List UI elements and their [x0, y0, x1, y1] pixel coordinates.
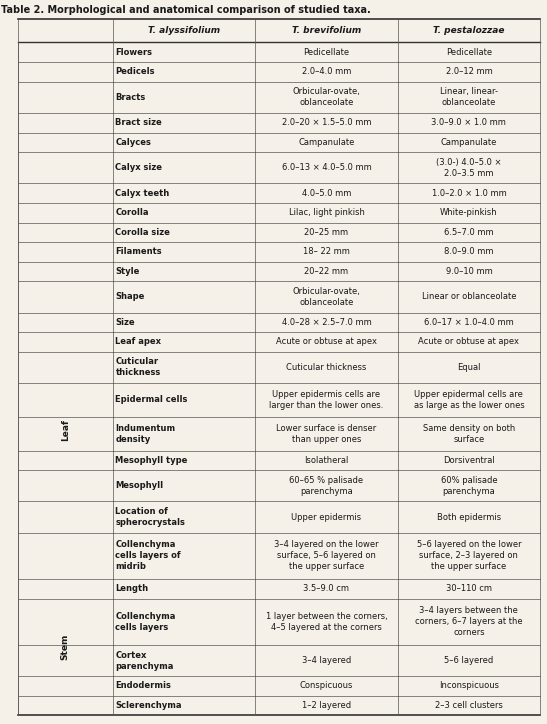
Text: Pedicellate: Pedicellate	[304, 48, 350, 56]
Text: Stem: Stem	[61, 634, 69, 660]
Text: 2.0–20 × 1.5–5.0 mm: 2.0–20 × 1.5–5.0 mm	[282, 118, 371, 127]
Text: 9.0–10 mm: 9.0–10 mm	[446, 267, 492, 276]
Text: 2.0–4.0 mm: 2.0–4.0 mm	[302, 67, 351, 77]
Text: Calyx size: Calyx size	[115, 163, 162, 172]
Text: Conspicuous: Conspicuous	[300, 681, 353, 691]
Text: Corolla: Corolla	[115, 209, 149, 217]
Text: White-pinkish: White-pinkish	[440, 209, 498, 217]
Text: Lilac, light pinkish: Lilac, light pinkish	[288, 209, 364, 217]
Text: Acute or obtuse at apex: Acute or obtuse at apex	[276, 337, 377, 347]
Text: 8.0–9.0 mm: 8.0–9.0 mm	[444, 248, 494, 256]
Text: 60–65 % palisade
parenchyma: 60–65 % palisade parenchyma	[289, 476, 364, 496]
Text: Epidermal cells: Epidermal cells	[115, 395, 188, 405]
Text: Same density on both
surface: Same density on both surface	[423, 424, 515, 444]
Text: Sclerenchyma: Sclerenchyma	[115, 701, 182, 710]
Text: Endodermis: Endodermis	[115, 681, 171, 691]
Text: (3.0-) 4.0–5.0 ×
2.0–3.5 mm: (3.0-) 4.0–5.0 × 2.0–3.5 mm	[436, 158, 502, 178]
Text: 5–6 layered on the lower
surface, 2–3 layered on
the upper surface: 5–6 layered on the lower surface, 2–3 la…	[417, 540, 521, 571]
Text: 6.0–13 × 4.0–5.0 mm: 6.0–13 × 4.0–5.0 mm	[282, 163, 371, 172]
Text: Collenchyma
cells layers of
midrib: Collenchyma cells layers of midrib	[115, 540, 181, 571]
Text: Style: Style	[115, 267, 140, 276]
Text: Calyces: Calyces	[115, 138, 152, 147]
Text: 4.0–28 × 2.5–7.0 mm: 4.0–28 × 2.5–7.0 mm	[282, 318, 371, 327]
Text: 6.5–7.0 mm: 6.5–7.0 mm	[444, 228, 494, 237]
Text: 3–4 layers between the
corners, 6–7 layers at the
corners: 3–4 layers between the corners, 6–7 laye…	[415, 606, 523, 637]
Text: Mesophyll type: Mesophyll type	[115, 456, 188, 465]
Text: Size: Size	[115, 318, 135, 327]
Text: Orbicular-ovate,
oblanceolate: Orbicular-ovate, oblanceolate	[293, 88, 360, 107]
Text: 30–110 cm: 30–110 cm	[446, 584, 492, 594]
Text: Cortex
parenchyma: Cortex parenchyma	[115, 651, 174, 670]
Text: 3–4 layered on the lower
surface, 5–6 layered on
the upper surface: 3–4 layered on the lower surface, 5–6 la…	[274, 540, 379, 571]
Text: 18– 22 mm: 18– 22 mm	[303, 248, 350, 256]
Text: Cuticular
thickness: Cuticular thickness	[115, 358, 161, 377]
Text: Cuticular thickness: Cuticular thickness	[286, 363, 366, 372]
Text: 2–3 cell clusters: 2–3 cell clusters	[435, 701, 503, 710]
Text: Acute or obtuse at apex: Acute or obtuse at apex	[418, 337, 520, 347]
Text: Upper epidermis cells are
larger than the lower ones.: Upper epidermis cells are larger than th…	[269, 390, 383, 410]
Text: Pedicels: Pedicels	[115, 67, 155, 77]
Text: Pedicellate: Pedicellate	[446, 48, 492, 56]
Text: 1–2 layered: 1–2 layered	[302, 701, 351, 710]
Text: Linear, linear-
oblanceolate: Linear, linear- oblanceolate	[440, 88, 498, 107]
Text: 1 layer between the corners,
4–5 layered at the corners: 1 layer between the corners, 4–5 layered…	[265, 612, 387, 632]
Text: 2.0–12 mm: 2.0–12 mm	[446, 67, 492, 77]
Text: Leaf: Leaf	[61, 419, 69, 441]
Text: Dorsiventral: Dorsiventral	[443, 456, 495, 465]
Text: 3.0–9.0 × 1.0 mm: 3.0–9.0 × 1.0 mm	[432, 118, 507, 127]
Text: Upper epidermis: Upper epidermis	[292, 513, 362, 521]
Text: Both epidermis: Both epidermis	[437, 513, 501, 521]
Text: Bract size: Bract size	[115, 118, 162, 127]
Text: Campanulate: Campanulate	[298, 138, 354, 147]
Text: Flowers: Flowers	[115, 48, 153, 56]
Text: T. pestalozzae: T. pestalozzae	[433, 27, 505, 35]
Text: Upper epidermal cells are
as large as the lower ones: Upper epidermal cells are as large as th…	[414, 390, 525, 410]
Text: Length: Length	[115, 584, 149, 594]
Text: T. brevifolium: T. brevifolium	[292, 27, 361, 35]
Text: Orbicular-ovate,
oblanceolate: Orbicular-ovate, oblanceolate	[293, 287, 360, 307]
Text: Location of
spherocrystals: Location of spherocrystals	[115, 507, 185, 527]
Text: 60% palisade
parenchyma: 60% palisade parenchyma	[441, 476, 497, 496]
Text: 20–22 mm: 20–22 mm	[304, 267, 348, 276]
Text: Table 2. Morphological and anatomical comparison of studied taxa.: Table 2. Morphological and anatomical co…	[2, 5, 371, 15]
Text: 6.0–17 × 1.0–4.0 mm: 6.0–17 × 1.0–4.0 mm	[424, 318, 514, 327]
Text: Mesophyll: Mesophyll	[115, 481, 164, 490]
Text: Lower surface is denser
than upper ones: Lower surface is denser than upper ones	[276, 424, 376, 444]
Text: Corolla size: Corolla size	[115, 228, 170, 237]
Text: Calyx teeth: Calyx teeth	[115, 189, 170, 198]
Text: Inconspicuous: Inconspicuous	[439, 681, 499, 691]
Text: Isolatheral: Isolatheral	[304, 456, 348, 465]
Text: 3–4 layered: 3–4 layered	[302, 656, 351, 665]
Text: Indumentum
density: Indumentum density	[115, 424, 176, 444]
Text: 20–25 mm: 20–25 mm	[304, 228, 348, 237]
Text: 5–6 layered: 5–6 layered	[444, 656, 493, 665]
Text: 3.5–9.0 cm: 3.5–9.0 cm	[304, 584, 350, 594]
Text: Filaments: Filaments	[115, 248, 162, 256]
Text: 4.0–5.0 mm: 4.0–5.0 mm	[302, 189, 351, 198]
Text: Leaf apex: Leaf apex	[115, 337, 161, 347]
Text: Collenchyma
cells layers: Collenchyma cells layers	[115, 612, 176, 632]
Text: Bracts: Bracts	[115, 93, 146, 102]
Text: Shape: Shape	[115, 292, 145, 301]
Text: T. alyssifolium: T. alyssifolium	[148, 27, 220, 35]
Text: 1.0–2.0 × 1.0 mm: 1.0–2.0 × 1.0 mm	[432, 189, 507, 198]
Text: Equal: Equal	[457, 363, 481, 372]
Text: Campanulate: Campanulate	[441, 138, 497, 147]
Text: Linear or oblanceolate: Linear or oblanceolate	[422, 292, 516, 301]
